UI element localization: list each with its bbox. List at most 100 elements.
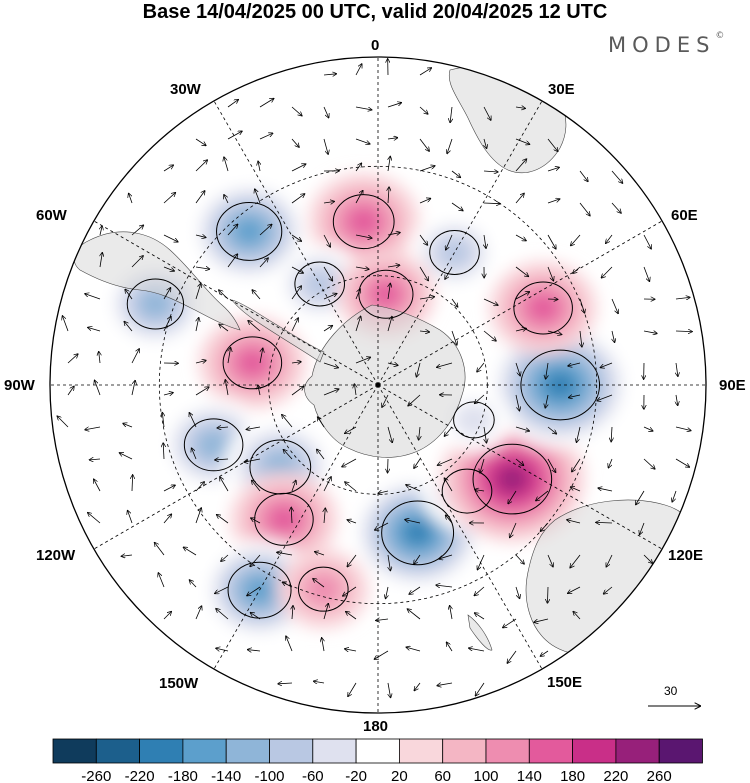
wind-arrow <box>163 234 178 242</box>
wind-arrow <box>439 554 453 559</box>
wind-arrow <box>643 266 649 281</box>
wind-arrow <box>121 555 133 556</box>
wind-arrow <box>195 482 204 492</box>
reference-vector-label: 30 <box>664 684 678 698</box>
wind-arrow <box>451 330 457 345</box>
wind-arrow <box>195 387 209 396</box>
wind-arrow <box>291 138 299 147</box>
wind-arrow <box>355 289 360 300</box>
lon-label-150e: 150E <box>547 674 583 691</box>
wind-arrow <box>445 266 453 279</box>
wind-arrow <box>323 294 337 300</box>
wind-arrow <box>195 508 201 524</box>
wind-arrow <box>378 491 389 493</box>
wind-arrow <box>612 330 615 342</box>
wind-arrow <box>259 133 273 140</box>
wind-arrow <box>547 199 560 204</box>
wind-arrow <box>318 417 325 428</box>
wind-arrow <box>515 426 529 431</box>
wind-arrow <box>85 294 101 300</box>
wind-arrow <box>259 348 263 364</box>
wind-arrow <box>323 106 329 118</box>
wind-arrow <box>348 682 357 696</box>
wind-arrow <box>611 170 622 183</box>
polar-map <box>49 56 707 714</box>
wind-arrow <box>414 682 421 690</box>
wind-arrow <box>282 415 293 428</box>
wind-arrow <box>190 580 197 588</box>
wind-arrow <box>611 426 612 442</box>
wind-arrow <box>545 394 548 408</box>
wind-vectors <box>57 59 692 697</box>
wind-arrow <box>324 508 325 524</box>
wind-arrow <box>676 362 678 376</box>
anomaly-contour <box>297 566 349 612</box>
wind-arrow <box>483 330 496 341</box>
wind-arrow <box>258 161 260 172</box>
wind-arrow <box>382 394 389 407</box>
wind-arrow <box>451 298 458 307</box>
wind-arrow <box>291 362 301 363</box>
wind-arrow <box>447 642 453 652</box>
wind-arrow <box>221 554 229 561</box>
wind-arrow <box>342 458 357 467</box>
anomaly-level <box>235 219 264 244</box>
wind-arrow <box>475 490 485 491</box>
wind-arrow <box>608 458 613 468</box>
wind-arrow <box>444 426 453 436</box>
wind-arrow <box>387 138 397 139</box>
wind-arrow <box>572 458 581 472</box>
wind-arrow <box>123 423 133 428</box>
lon-label-60w: 60W <box>36 207 67 224</box>
wind-arrow <box>323 604 328 620</box>
wind-arrow <box>227 254 237 268</box>
wind-arrow <box>250 613 261 620</box>
wind-arrow <box>163 266 174 271</box>
wind-arrow <box>163 193 175 204</box>
anomaly-contour <box>441 468 493 514</box>
anomaly-level <box>371 281 401 307</box>
wind-arrow <box>515 266 528 276</box>
wind-arrow <box>579 170 588 181</box>
wind-arrow <box>675 297 690 299</box>
wind-arrow <box>247 586 261 596</box>
wind-arrow <box>515 234 526 241</box>
meridian-line <box>377 384 663 550</box>
wind-arrow <box>278 683 293 684</box>
wind-arrow <box>419 199 430 204</box>
wind-arrow <box>406 485 421 492</box>
wind-arrow <box>259 258 268 268</box>
wind-arrow <box>387 103 401 108</box>
south-pole-marker <box>375 382 381 388</box>
wind-arrow <box>158 573 165 588</box>
colorbar-swatch <box>95 738 141 764</box>
meridian-line <box>377 220 663 386</box>
wind-arrow <box>67 386 74 396</box>
wind-arrow <box>216 609 229 620</box>
wind-arrow <box>128 511 133 524</box>
wind-arrow <box>419 138 429 151</box>
brand-logo: MODES© <box>608 31 724 57</box>
colorbar-swatch <box>225 738 270 764</box>
anomaly-cell <box>188 178 310 285</box>
wind-arrow <box>129 194 133 204</box>
wind-arrow <box>604 586 613 594</box>
wind-arrow <box>438 458 453 465</box>
wind-arrow <box>508 490 517 504</box>
wind-arrow <box>503 618 517 628</box>
wind-arrow <box>291 508 292 524</box>
wind-arrow <box>291 386 304 396</box>
wind-arrow <box>419 331 429 332</box>
wind-arrow <box>474 586 485 595</box>
wind-arrow <box>291 234 301 241</box>
wind-arrow <box>286 636 293 652</box>
anomaly-contour <box>222 336 283 390</box>
colorbar-label: 140 <box>517 768 542 783</box>
wind-arrow <box>547 266 553 281</box>
wind-arrow <box>483 106 491 120</box>
wind-arrow <box>195 284 201 300</box>
wind-arrow <box>483 171 498 172</box>
wind-arrow <box>163 393 173 395</box>
wind-arrow <box>291 194 305 204</box>
wind-arrow <box>227 100 238 108</box>
